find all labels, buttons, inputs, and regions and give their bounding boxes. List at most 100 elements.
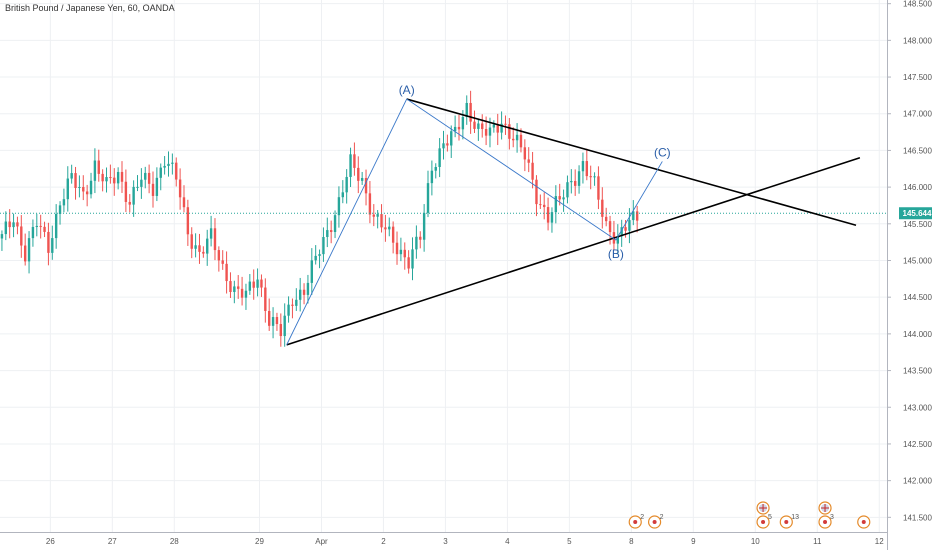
candle bbox=[535, 175, 538, 217]
candle-body bbox=[438, 148, 441, 167]
candle bbox=[333, 210, 337, 239]
time-tick-label: 11 bbox=[813, 537, 822, 546]
candle-body bbox=[206, 238, 209, 254]
candle bbox=[368, 180, 372, 224]
time-tick-label: Apr bbox=[315, 537, 328, 546]
candle-body bbox=[481, 123, 484, 129]
candle bbox=[252, 269, 255, 300]
candle-body bbox=[233, 286, 236, 293]
candle-body bbox=[488, 127, 492, 136]
candle-body bbox=[589, 176, 592, 178]
candle-body bbox=[446, 143, 449, 146]
event-icon[interactable]: 3 bbox=[818, 514, 834, 529]
candle-body bbox=[256, 279, 259, 288]
candle bbox=[105, 167, 108, 193]
candle-body bbox=[113, 177, 116, 184]
candle bbox=[70, 164, 73, 184]
candle-body bbox=[345, 176, 348, 193]
candle-body bbox=[357, 167, 360, 181]
event-icon[interactable]: 5 bbox=[756, 514, 772, 529]
candle bbox=[128, 194, 131, 213]
candle-body bbox=[380, 214, 383, 228]
candle-body bbox=[632, 211, 635, 221]
candle-body bbox=[264, 287, 267, 311]
price-tick-label: 142.000 bbox=[903, 477, 932, 486]
candle-body bbox=[58, 205, 62, 214]
candle-body bbox=[543, 204, 546, 208]
candle bbox=[353, 142, 356, 176]
candle-body bbox=[240, 288, 244, 298]
candle-body bbox=[85, 191, 89, 195]
candle bbox=[132, 180, 135, 217]
candle-body bbox=[430, 170, 434, 184]
candle bbox=[411, 237, 414, 281]
event-icon[interactable] bbox=[857, 515, 871, 529]
trendline[interactable] bbox=[406, 98, 857, 227]
candlesticks bbox=[0, 90, 639, 347]
candle bbox=[260, 274, 263, 297]
candle-body bbox=[287, 304, 290, 316]
candle bbox=[329, 220, 333, 244]
event-dot bbox=[652, 520, 657, 524]
candle bbox=[527, 147, 530, 173]
candle-body bbox=[515, 134, 519, 141]
candle bbox=[465, 95, 468, 125]
event-icon[interactable]: 2 bbox=[628, 514, 644, 529]
price-tick-label: 143.000 bbox=[903, 403, 932, 412]
time-tick-label: 26 bbox=[46, 537, 55, 546]
candle bbox=[523, 139, 527, 172]
event-icon[interactable]: 2 bbox=[647, 514, 664, 529]
candle-body bbox=[415, 236, 418, 250]
flag-icon[interactable] bbox=[756, 501, 770, 515]
candle-body bbox=[353, 154, 356, 168]
candle-body bbox=[512, 138, 515, 141]
time-tick-label: 4 bbox=[505, 537, 510, 546]
time-axis[interactable]: 26 27 28 29 Apr 2 3 4 5 8 9 10 11 12 bbox=[0, 532, 887, 547]
event-icon[interactable]: 13 bbox=[779, 514, 799, 529]
candle bbox=[16, 216, 19, 235]
candle bbox=[519, 128, 523, 153]
candle-body bbox=[283, 315, 286, 337]
candle-body bbox=[267, 310, 271, 326]
event-count: 2 bbox=[660, 514, 664, 521]
candle bbox=[217, 246, 221, 272]
candle-body bbox=[457, 126, 461, 130]
candle bbox=[407, 250, 410, 274]
candle-body bbox=[349, 154, 352, 177]
candle-body bbox=[496, 124, 499, 133]
candle bbox=[23, 233, 27, 266]
candle-body bbox=[391, 226, 395, 243]
price-axis[interactable]: 148.500 148.000 147.500 147.000 146.500 146.0… bbox=[887, 0, 932, 550]
candle bbox=[35, 213, 38, 237]
elliott-wave-path[interactable] bbox=[286, 98, 663, 346]
candle-body bbox=[159, 167, 162, 178]
candle-body bbox=[74, 173, 77, 189]
candle bbox=[539, 194, 542, 210]
time-tick-label: 9 bbox=[691, 537, 696, 546]
candle bbox=[244, 283, 248, 310]
candle bbox=[66, 166, 69, 212]
trendline[interactable] bbox=[286, 157, 861, 346]
candle bbox=[155, 167, 159, 202]
candle-body bbox=[27, 238, 31, 262]
candle bbox=[39, 214, 42, 239]
economic-events[interactable]: 2 2 5 13 3 bbox=[628, 501, 910, 529]
candle bbox=[620, 219, 623, 247]
candle bbox=[593, 172, 596, 186]
flag-icon[interactable] bbox=[818, 501, 832, 515]
candle-body bbox=[248, 281, 252, 291]
candle-body bbox=[198, 245, 201, 252]
candle-body bbox=[519, 134, 523, 148]
candle bbox=[632, 200, 635, 226]
candle-body bbox=[341, 192, 344, 198]
candle bbox=[74, 166, 77, 200]
current-price-label: 145.644 bbox=[903, 209, 932, 218]
candle bbox=[167, 151, 170, 177]
candle bbox=[233, 280, 236, 304]
candle-body bbox=[477, 123, 480, 129]
candle-body bbox=[539, 204, 542, 206]
candle-body bbox=[93, 160, 97, 181]
candle-body bbox=[31, 226, 35, 239]
candle-body bbox=[419, 236, 422, 240]
